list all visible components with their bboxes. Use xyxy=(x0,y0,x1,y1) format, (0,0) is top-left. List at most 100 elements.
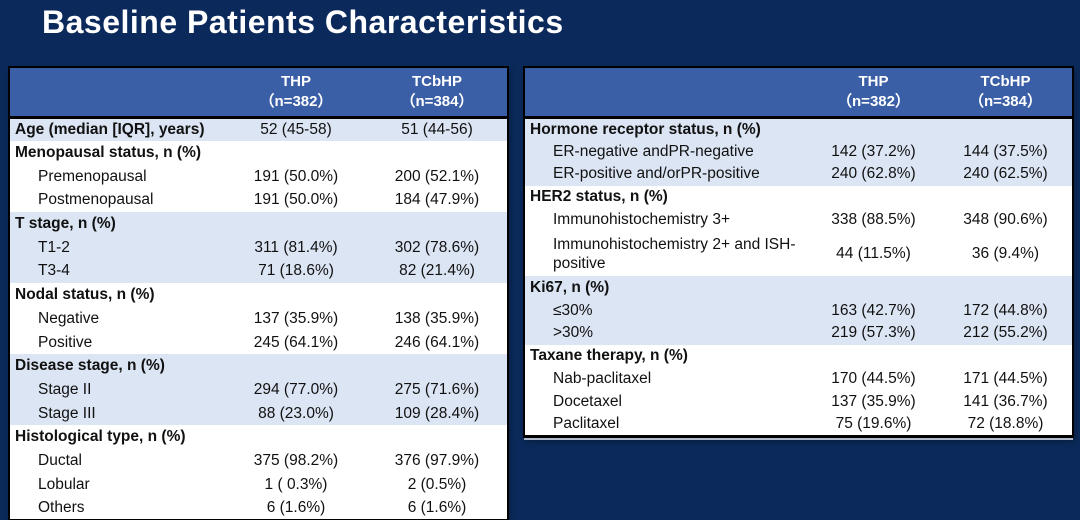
table-row: Immunohistochemistry 2+ and ISH-positive… xyxy=(524,231,1073,277)
row-label: Immunohistochemistry 2+ and ISH-positive xyxy=(553,235,796,272)
row-value: 138 (35.9%) xyxy=(394,309,480,327)
row-value: 219 (57.3%) xyxy=(831,324,916,342)
row-value: 246 (64.1%) xyxy=(394,333,480,351)
row-label: Age (median [IQR], years) xyxy=(15,121,205,139)
table-row: Postmenopausal 191 (50.0%) 184 (47.9%) xyxy=(9,188,508,213)
table-row: ER-negative andPR-negative 142 (37.2%) 144… xyxy=(524,140,1073,164)
table-row: Ki67, n (%) xyxy=(524,276,1073,300)
row-value: 170 (44.5%) xyxy=(831,370,916,388)
row-value xyxy=(367,354,508,378)
table-row: Nodal status, n (%) xyxy=(9,283,508,307)
row-label: Nab-paclitaxel xyxy=(553,370,652,388)
row-label: HER2 status, n (%) xyxy=(530,188,668,206)
table-row: Disease stage, n (%) xyxy=(9,354,508,379)
table-header: THP （n=382） TCbHP （n=384） xyxy=(9,67,508,119)
table-row: Taxane therapy, n (%) xyxy=(524,344,1073,368)
table-header: THP （n=382） TCbHP （n=384） xyxy=(524,67,1073,119)
row-value: 240 (62.8%) xyxy=(831,165,916,183)
column-name: THP xyxy=(858,73,889,90)
column-name: THP xyxy=(281,73,311,90)
row-label: Postmenopausal xyxy=(38,191,154,209)
row-label: Nodal status, n (%) xyxy=(15,286,155,304)
row-value: 36 (9.4%) xyxy=(971,244,1040,262)
table-body: Age (median [IQR], years) 52 (45-58) 51 (4… xyxy=(9,117,508,520)
row-value: 302 (78.6%) xyxy=(394,238,480,256)
row-label: Lobular xyxy=(38,475,90,493)
row-value xyxy=(225,354,367,378)
header-row: THP （n=382） TCbHP （n=384） xyxy=(9,67,508,119)
row-value xyxy=(225,212,367,236)
column-n: （n=382） xyxy=(837,93,910,110)
table-row: Nab-paclitaxel 170 (44.5%) 171 (44.5%) xyxy=(524,367,1073,391)
column-header-thp: THP （n=382） xyxy=(225,67,367,119)
row-value: 75 (19.6%) xyxy=(835,414,912,432)
row-value: 191 (50.0%) xyxy=(253,167,339,185)
column-header-tcbhp: TCbHP （n=384） xyxy=(939,67,1073,119)
row-value xyxy=(225,141,367,165)
row-value: 2 (0.5%) xyxy=(407,475,467,493)
row-label: T stage, n (%) xyxy=(15,215,116,233)
table-row: Menopausal status, n (%) xyxy=(9,141,508,165)
row-label: Taxane therapy, n (%) xyxy=(530,347,688,365)
row-value: 82 (21.4%) xyxy=(399,262,475,280)
row-value xyxy=(808,345,939,368)
row-label: Histological type, n (%) xyxy=(15,428,186,446)
row-value: 212 (55.2%) xyxy=(963,324,1048,342)
row-label: Ductal xyxy=(38,451,82,469)
row-value xyxy=(367,425,508,449)
row-value: 44 (11.5%) xyxy=(836,244,911,262)
table-row: ER-positive and/orPR-positive 240 (62.8%)… xyxy=(524,163,1073,186)
row-label: Negative xyxy=(38,309,100,327)
row-value: 109 (28.4%) xyxy=(394,404,480,422)
baseline-table-left-table: THP （n=382） TCbHP （n=384） Age (median [I… xyxy=(8,66,509,520)
header-empty-cell xyxy=(524,67,808,119)
row-value xyxy=(939,276,1073,299)
row-value xyxy=(225,283,367,307)
row-label: Stage II xyxy=(38,380,92,398)
row-label: ER-positive and/orPR-positive xyxy=(553,165,760,183)
row-value: 172 (44.8%) xyxy=(963,301,1048,319)
table-row: Negative 137 (35.9%) 138 (35.9%) xyxy=(9,307,508,331)
row-value xyxy=(939,118,1073,141)
row-value: 375 (98.2%) xyxy=(253,451,339,469)
row-value: 376 (97.9%) xyxy=(394,451,480,469)
row-label: Positive xyxy=(38,333,93,351)
baseline-table-right-table: THP （n=382） TCbHP （n=384） Hormone recept… xyxy=(523,66,1074,438)
row-label: Ki67, n (%) xyxy=(530,278,610,296)
page-title: Baseline Patients Characteristics xyxy=(42,4,564,40)
table-row: >30% 219 (57.3%) 212 (55.2%) xyxy=(524,322,1073,345)
header-row: THP （n=382） TCbHP （n=384） xyxy=(524,67,1073,119)
row-value: 141 (36.7%) xyxy=(963,392,1048,410)
table-row: Premenopausal 191 (50.0%) 200 (52.1%) xyxy=(9,164,508,189)
row-value: 245 (64.1%) xyxy=(253,333,339,351)
row-label: ≤30% xyxy=(553,301,593,319)
table-row: Paclitaxel 75 (19.6%) 72 (18.8%) xyxy=(524,413,1073,437)
column-n: （n=382） xyxy=(259,93,333,110)
row-label: Menopausal status, n (%) xyxy=(15,144,202,162)
row-value xyxy=(367,141,508,165)
baseline-table-right: THP （n=382） TCbHP （n=384） Hormone recept… xyxy=(523,66,1074,438)
row-value xyxy=(808,186,939,209)
column-header-thp: THP （n=382） xyxy=(808,67,939,119)
row-value: 6 (1.6%) xyxy=(266,498,326,516)
row-value: 137 (35.9%) xyxy=(253,309,339,327)
row-value xyxy=(939,345,1073,368)
table-row: T stage, n (%) xyxy=(9,212,508,236)
row-value: 171 (44.5%) xyxy=(963,370,1048,388)
table-row: Stage III 88 (23.0%) 109 (28.4%) xyxy=(9,401,508,426)
row-label: Immunohistochemistry 3+ xyxy=(553,211,731,229)
row-label: Others xyxy=(38,498,85,516)
row-label: Disease stage, n (%) xyxy=(15,357,165,375)
column-name: TCbHP xyxy=(980,73,1031,90)
row-value: 184 (47.9%) xyxy=(394,191,480,209)
row-value: 51 (44-56) xyxy=(401,121,473,139)
column-name: TCbHP xyxy=(412,73,462,90)
row-value: 200 (52.1%) xyxy=(394,167,480,185)
table-row: Hormone receptor status, n (%) xyxy=(524,117,1073,141)
table-row: T1-2 311 (81.4%) 302 (78.6%) xyxy=(9,235,508,260)
row-value: 348 (90.6%) xyxy=(963,211,1048,229)
column-header-tcbhp: TCbHP （n=384） xyxy=(367,67,508,119)
baseline-table-left: THP （n=382） TCbHP （n=384） Age (median [I… xyxy=(8,66,509,520)
row-value: 6 (1.6%) xyxy=(407,498,467,516)
